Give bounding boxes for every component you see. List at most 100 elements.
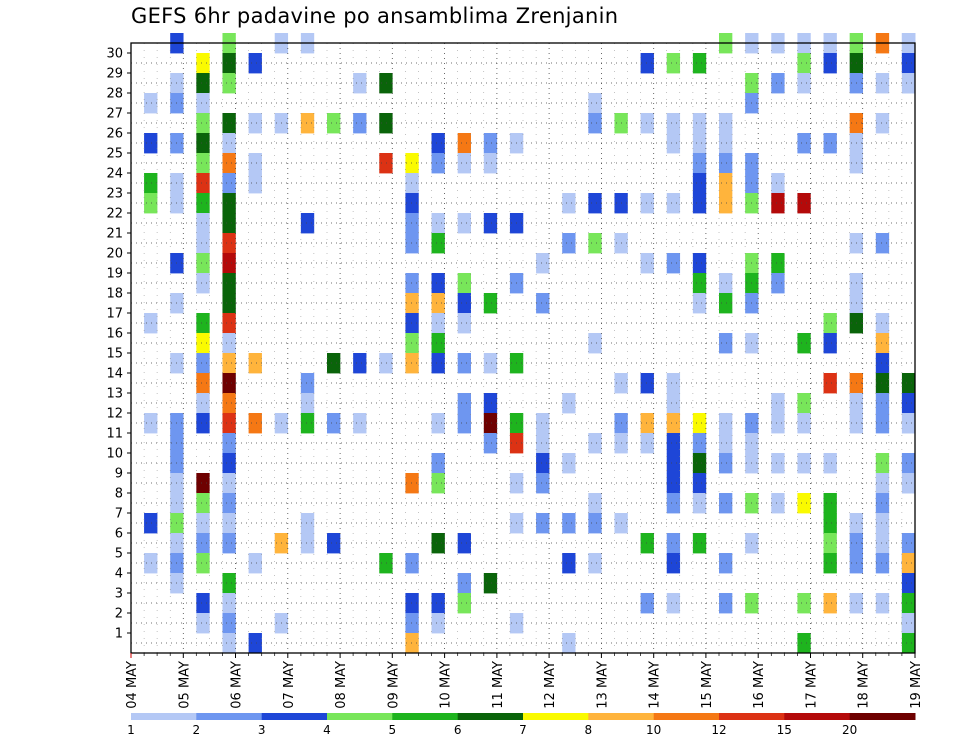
heatmap-cell (222, 513, 236, 534)
y-tick-label: 19 (106, 267, 123, 282)
heatmap-cell (562, 193, 576, 214)
heatmap-cell (222, 153, 236, 174)
x-tick-label: 05 MAY (177, 661, 192, 709)
colorbar-label: 5 (388, 723, 396, 737)
heatmap-cell (431, 473, 445, 494)
heatmap-cell (797, 393, 811, 414)
heatmap-cell (901, 533, 916, 554)
heatmap-cell (875, 333, 890, 354)
heatmap-cell (196, 113, 210, 134)
heatmap-cell (405, 273, 419, 294)
heatmap-cell (248, 353, 262, 374)
heatmap-cell (222, 213, 236, 234)
heatmap-cell (666, 493, 681, 514)
heatmap-cell (431, 593, 445, 614)
heatmap-cell (222, 433, 236, 454)
heatmap-cell (562, 453, 576, 474)
x-axis: 04 MAY 05 MAY 06 MAY 07 MAY 08 MAY 09 MAY 10 M… (125, 653, 924, 709)
heatmap-cell (327, 533, 341, 554)
y-tick-label: 1 (115, 627, 123, 642)
heatmap-cell (144, 193, 158, 214)
heatmap-cell (719, 113, 733, 134)
heatmap-cell (771, 73, 785, 94)
heatmap-cell (771, 273, 785, 294)
heatmap-cell (666, 193, 681, 214)
heatmap-cell (823, 553, 837, 574)
heatmap-cell (431, 213, 445, 234)
y-tick-label: 29 (106, 67, 123, 82)
heatmap-cell (719, 333, 733, 354)
heatmap-cell (692, 433, 707, 454)
heatmap-cell (823, 533, 837, 554)
heatmap-cell (666, 533, 681, 554)
heatmap-cell (666, 413, 681, 434)
heatmap-cell (875, 453, 890, 474)
heatmap-cell (222, 293, 236, 314)
heatmap-cell (483, 153, 498, 174)
heatmap-cell (457, 393, 471, 414)
heatmap-cell (692, 153, 707, 174)
heatmap-cell (431, 133, 445, 154)
colorbar-swatch (523, 713, 589, 720)
heatmap-cell (222, 313, 236, 334)
heatmap-cell (797, 333, 811, 354)
heatmap-cell (222, 493, 236, 514)
x-tick-label: 09 MAY (386, 661, 401, 709)
heatmap-cell (457, 353, 471, 374)
heatmap-cell (248, 173, 262, 194)
heatmap-cell (666, 433, 681, 454)
heatmap-cell (562, 393, 576, 414)
heatmap-cell (405, 593, 419, 614)
colorbar-swatch (392, 713, 459, 720)
heatmap-cell (300, 393, 315, 414)
heatmap-cell (248, 633, 262, 654)
heatmap-cell (457, 573, 471, 594)
heatmap-cell (823, 513, 837, 534)
heatmap-cell (222, 613, 236, 634)
heatmap-cell (901, 453, 916, 474)
heatmap-cell (562, 233, 576, 254)
heatmap-cell (875, 593, 890, 614)
colorbar-label: 1 (127, 723, 135, 737)
heatmap-cell (222, 453, 236, 474)
heatmap-cell (431, 333, 445, 354)
heatmap-cell (222, 113, 236, 134)
heatmap-cell (692, 53, 707, 74)
colorbar-swatch (588, 713, 655, 720)
heatmap-cell (222, 333, 236, 354)
colorbar-label: 3 (258, 723, 266, 737)
heatmap-cell (666, 53, 681, 74)
heatmap-cell (196, 593, 210, 614)
y-tick-label: 5 (115, 547, 123, 562)
heatmap-cell (901, 393, 916, 414)
heatmap-cell (431, 313, 445, 334)
colorbar-label: 10 (646, 723, 661, 737)
y-tick-label: 27 (106, 107, 123, 122)
x-tick-label: 06 MAY (230, 661, 245, 709)
heatmap-cell (300, 213, 315, 234)
heatmap-cell (196, 233, 210, 254)
heatmap-cell (875, 493, 890, 514)
heatmap-cell (196, 533, 210, 554)
heatmap-cell (823, 313, 837, 334)
heatmap-cell (640, 53, 654, 74)
heatmap-cell (327, 413, 341, 434)
heatmap-cell (692, 253, 707, 274)
heatmap-cell (536, 413, 550, 434)
y-tick-label: 8 (115, 487, 123, 502)
heatmap-cell (196, 613, 210, 634)
y-tick-label: 17 (106, 307, 123, 322)
heatmap-cell (457, 273, 471, 294)
heatmap-cell (562, 513, 576, 534)
heatmap-cell (222, 593, 236, 614)
heatmap-cell (640, 193, 654, 214)
x-tick-label: 04 MAY (125, 661, 140, 709)
heatmap-cell (196, 93, 210, 114)
y-tick-label: 23 (106, 187, 123, 202)
x-tick-label: 08 MAY (334, 661, 349, 709)
heatmap-cell (353, 353, 367, 374)
heatmap-cell (901, 53, 916, 74)
heatmap-cell (536, 253, 550, 274)
heatmap-cell (771, 173, 785, 194)
heatmap-cell (823, 333, 837, 354)
